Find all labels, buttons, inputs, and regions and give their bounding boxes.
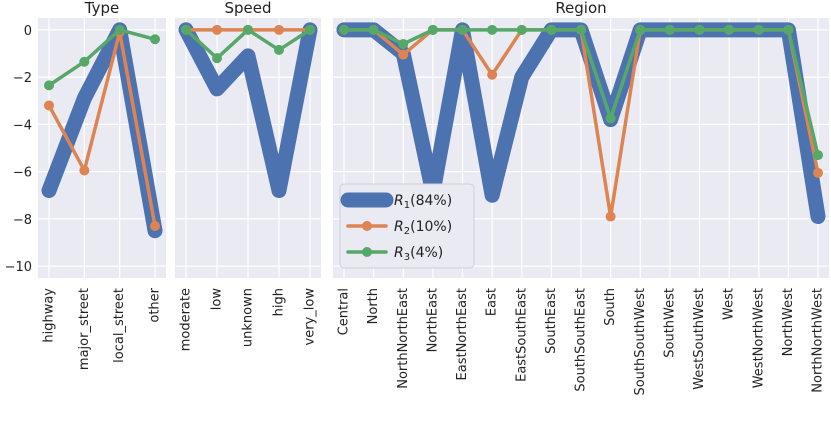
data-point-r3 xyxy=(605,113,616,124)
y-tick-label: 0 xyxy=(24,24,32,39)
panel-title: Type xyxy=(84,0,119,17)
panel-type: 0 −2 −4 −6 −8 −10 Type highway major_street local… xyxy=(5,0,166,370)
legend-label-r2: R2(10%) xyxy=(394,219,452,237)
x-tick-label: South xyxy=(603,288,618,326)
data-point-r3 xyxy=(664,24,675,35)
x-tick-label: SouthEast xyxy=(544,288,559,354)
x-tick-label: major_street xyxy=(77,288,92,370)
data-point-r3 xyxy=(274,44,284,55)
x-tick-label: EastSouthEast xyxy=(514,288,529,382)
data-point-r3 xyxy=(181,24,191,35)
x-tick-label: West xyxy=(722,288,737,320)
data-point-r3 xyxy=(724,24,735,35)
series-line-r3 xyxy=(47,28,157,88)
data-point-r2 xyxy=(813,167,823,178)
x-tick-label: EastNorthEast xyxy=(455,288,470,380)
y-tick-label: −2 xyxy=(13,71,32,86)
data-point-r2 xyxy=(212,24,222,35)
x-tick-label: WestNorthWest xyxy=(751,288,766,388)
series-line-r1 xyxy=(178,22,318,199)
legend-label-r3: R3(4%) xyxy=(394,245,443,263)
x-tick-label: low xyxy=(210,288,225,311)
x-tick-label: NorthNorthEast xyxy=(396,288,411,389)
x-tick-label: NorthEast xyxy=(425,288,440,352)
data-point-r2 xyxy=(274,24,284,35)
x-tick-label: WestSouthWest xyxy=(692,288,707,390)
x-tick-label: moderate xyxy=(179,288,194,351)
data-point-r3 xyxy=(368,24,379,35)
data-point-r2 xyxy=(44,100,54,111)
x-tick-label: other xyxy=(148,287,163,322)
data-point-r3 xyxy=(457,24,468,35)
data-point-r2 xyxy=(605,211,616,222)
data-point-r3 xyxy=(813,150,823,161)
data-point-r3 xyxy=(114,24,125,35)
x-tick-label: SouthSouthEast xyxy=(574,288,589,392)
x-tick-label: local_street xyxy=(112,288,127,363)
x-tick-label: NorthWest xyxy=(781,288,796,356)
data-point-r3 xyxy=(150,34,160,45)
y-tick-label: −8 xyxy=(13,213,32,228)
x-tick-label: very_low xyxy=(303,288,318,346)
panel-title: Region xyxy=(555,0,606,17)
data-point-r3 xyxy=(576,24,586,35)
x-tick-label: SouthWest xyxy=(662,288,677,358)
legend: R1(84%) R2(10%) R3(4%) xyxy=(339,183,475,269)
x-tick-label: East xyxy=(485,288,500,316)
x-tick-label: SouthSouthWest xyxy=(633,288,648,396)
data-point-r3 xyxy=(212,53,222,64)
data-point-r3 xyxy=(79,56,90,67)
data-point-r3 xyxy=(44,80,54,91)
series-line-r2 xyxy=(47,30,157,228)
y-tick-label: −4 xyxy=(13,118,32,133)
x-tick-label: high xyxy=(272,288,287,316)
data-point-r2 xyxy=(398,49,409,60)
x-tick-label: unknown xyxy=(241,288,256,347)
data-point-r2 xyxy=(79,165,90,176)
panel-region: Region Central North NorthNorthEast NorthEas… xyxy=(333,0,829,396)
y-tick-label: −6 xyxy=(13,166,32,181)
data-point-r3 xyxy=(305,24,315,35)
data-point-r2 xyxy=(487,69,498,80)
data-point-r3 xyxy=(783,24,794,35)
x-tick-label: Central xyxy=(337,288,352,335)
data-point-r3 xyxy=(339,24,349,35)
legend-label-r1: R1(84%) xyxy=(394,193,452,211)
data-point-r2 xyxy=(150,221,160,231)
y-tick-label: −10 xyxy=(5,260,32,275)
data-point-r3 xyxy=(546,24,557,35)
data-point-r3 xyxy=(753,24,764,35)
panel-speed: Speed moderate low unknown high very_low xyxy=(175,0,321,351)
data-point-r3 xyxy=(487,24,498,35)
data-point-r3 xyxy=(694,24,705,35)
x-tick-label: highway xyxy=(42,288,57,343)
panel-title: Speed xyxy=(224,0,271,17)
x-tick-label: North xyxy=(366,288,381,324)
data-point-r3 xyxy=(635,24,646,35)
legend-marker-r2 xyxy=(362,221,372,231)
legend-marker-r3 xyxy=(362,247,372,257)
data-point-r3 xyxy=(427,24,438,35)
x-tick-label: NorthNorthWest xyxy=(811,288,826,393)
data-point-r3 xyxy=(243,24,253,35)
data-point-r3 xyxy=(398,39,409,49)
data-point-r3 xyxy=(516,24,527,35)
